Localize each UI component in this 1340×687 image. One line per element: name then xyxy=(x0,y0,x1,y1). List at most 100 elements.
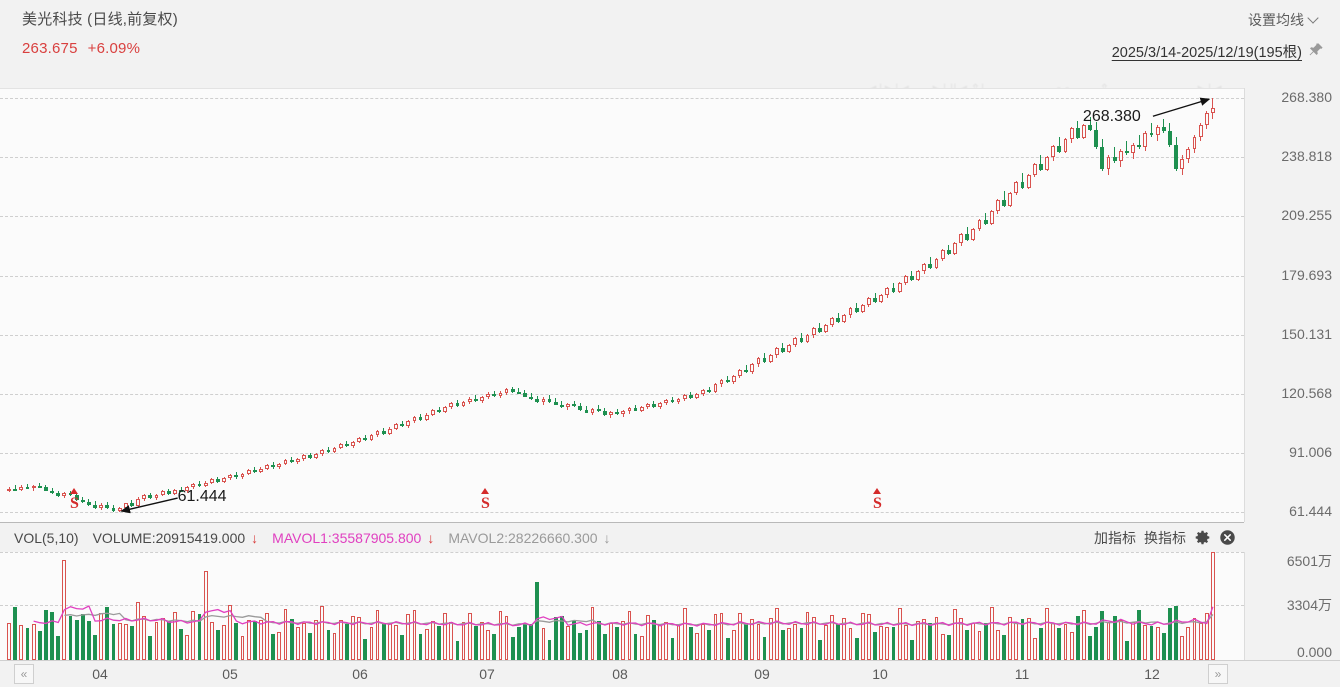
volume-bar xyxy=(209,621,214,660)
volume-bar xyxy=(750,618,755,660)
candlestick xyxy=(215,477,220,483)
volume-bar xyxy=(136,601,140,660)
gear-icon[interactable] xyxy=(1194,529,1211,546)
candlestick xyxy=(185,486,190,493)
volume-chart-pane[interactable] xyxy=(0,552,1244,660)
candlestick xyxy=(682,394,687,401)
pin-icon[interactable] xyxy=(1308,42,1324,58)
volume-bar xyxy=(916,620,920,660)
candlestick xyxy=(633,404,638,412)
volume-bar xyxy=(1131,622,1135,660)
vol-mavol1-arrow: ↓ xyxy=(427,529,435,546)
candle-body xyxy=(185,487,190,492)
price-gridline xyxy=(0,216,1244,218)
scroll-left-button[interactable]: « xyxy=(14,664,34,684)
volume-bar xyxy=(504,616,509,660)
candle-body xyxy=(473,398,478,402)
candlestick xyxy=(87,499,91,506)
volume-bar xyxy=(418,634,423,660)
candle-body xyxy=(19,486,24,491)
sell-signal-marker[interactable]: S xyxy=(873,488,882,512)
candlestick xyxy=(725,375,730,384)
candle-body xyxy=(910,276,914,280)
candlestick xyxy=(480,395,484,403)
candlestick xyxy=(670,397,675,404)
candlestick xyxy=(983,213,988,225)
volume-bar xyxy=(1020,619,1025,660)
scroll-right-button[interactable]: » xyxy=(1208,664,1228,684)
candle-body xyxy=(1020,182,1025,188)
candlestick xyxy=(559,401,564,409)
candle-body xyxy=(830,318,834,325)
vol-indicator-name[interactable]: VOL(5,10) xyxy=(14,529,79,546)
vol-mavol2-value: MAVOL2:28226660.300 xyxy=(448,529,598,546)
volume-bar xyxy=(578,632,583,660)
volume-bar xyxy=(111,624,116,660)
volume-bar xyxy=(922,618,927,660)
sell-signal-marker[interactable]: S xyxy=(70,488,79,512)
candlestick xyxy=(768,354,773,364)
volume-bar xyxy=(492,634,497,660)
candlestick xyxy=(418,413,423,421)
candlestick xyxy=(1161,119,1166,133)
volume-bar xyxy=(44,610,48,660)
candle-body xyxy=(430,410,435,415)
ma-setting-button[interactable]: 设置均线 xyxy=(1248,10,1318,30)
volume-bar xyxy=(1008,617,1013,660)
volume-bar xyxy=(946,634,951,660)
sell-signal-marker[interactable]: S xyxy=(481,488,490,512)
volume-gridline xyxy=(0,605,1244,607)
volume-axis-label: 0.000 xyxy=(1296,644,1332,660)
candle-wick xyxy=(764,353,766,363)
candle-body xyxy=(1032,164,1037,175)
volume-bar xyxy=(301,622,306,660)
close-circle-icon[interactable] xyxy=(1219,529,1236,546)
volume-bar xyxy=(123,623,128,660)
candle-body xyxy=(1039,164,1043,170)
price-gridline xyxy=(0,275,1244,277)
candle-body xyxy=(1051,146,1056,157)
volume-bar xyxy=(234,623,239,660)
candle-body xyxy=(197,483,202,487)
volume-bar xyxy=(541,627,546,660)
candlestick xyxy=(1149,123,1154,137)
candlestick xyxy=(412,416,417,423)
volume-bar xyxy=(633,633,638,660)
candle-body xyxy=(1161,127,1166,131)
candle-body xyxy=(44,486,48,491)
volume-bar xyxy=(203,571,208,660)
price-gridline xyxy=(0,393,1244,395)
date-range-selector[interactable]: 2025/3/14-2025/12/19(195根) xyxy=(1111,45,1302,61)
candle-body xyxy=(289,460,294,463)
volume-bar xyxy=(989,606,994,660)
volume-bar xyxy=(885,627,890,660)
candle-body xyxy=(1057,146,1062,152)
change-indicator-button[interactable]: 换指标 xyxy=(1144,529,1186,546)
volume-bar xyxy=(1045,607,1049,660)
candlestick xyxy=(424,413,429,421)
candle-wick xyxy=(1138,135,1140,149)
candle-wick xyxy=(929,257,931,269)
candle-body xyxy=(166,491,171,494)
volume-bar xyxy=(498,611,503,660)
candlestick xyxy=(860,303,865,314)
vol-mavol2-arrow: ↓ xyxy=(603,529,611,546)
candle-body xyxy=(246,470,251,474)
volume-bar xyxy=(1186,626,1191,660)
candlestick xyxy=(873,293,877,303)
add-indicator-button[interactable]: 加指标 xyxy=(1094,529,1136,546)
candlestick xyxy=(252,467,257,473)
volume-bar xyxy=(977,630,982,660)
candle-body xyxy=(1131,145,1135,153)
candlestick xyxy=(824,323,828,334)
volume-bar xyxy=(486,629,491,660)
candle-body xyxy=(1137,145,1142,147)
candle-body xyxy=(240,474,245,478)
volume-bar xyxy=(117,623,122,660)
volume-bar xyxy=(430,620,435,660)
volume-bar xyxy=(455,641,460,660)
volume-bar xyxy=(645,614,650,660)
price-chart-pane[interactable]: 268.380 61.444 S S S xyxy=(0,88,1244,522)
price-axis-label: 268.380 xyxy=(1281,89,1332,106)
volume-bar xyxy=(173,612,177,660)
